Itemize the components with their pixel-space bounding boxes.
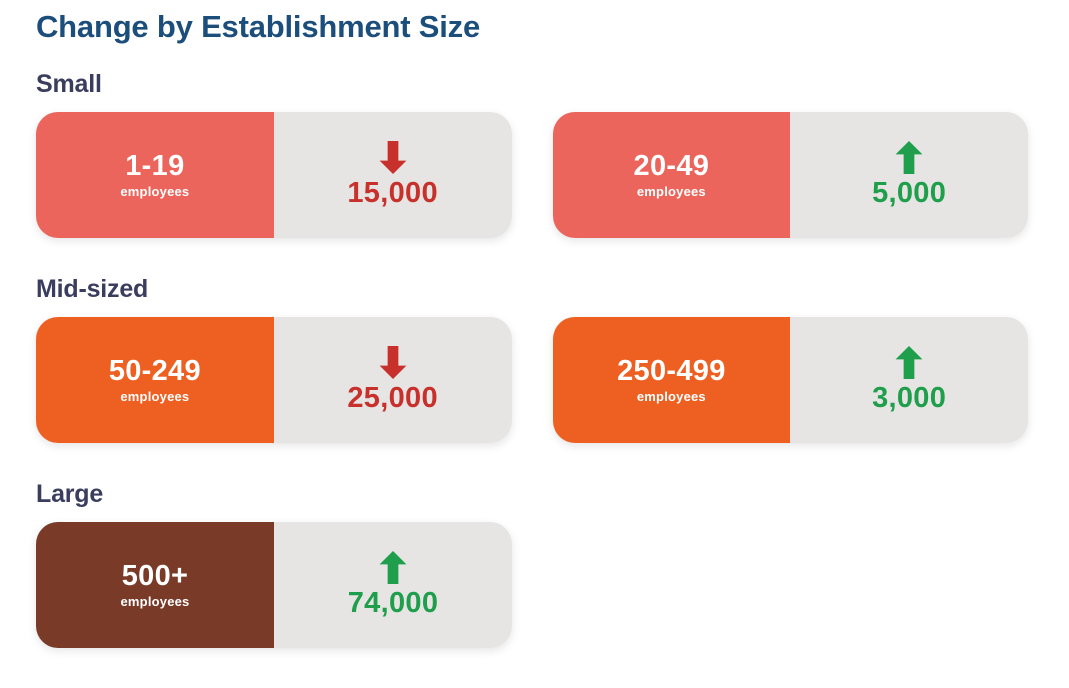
- decrease-arrow-icon: [379, 140, 407, 174]
- page-title: Change by Establishment Size: [36, 9, 481, 44]
- change-block: 3,000: [790, 317, 1028, 443]
- establishment-card: 250-499 employees 3,000: [552, 317, 1028, 443]
- size-group: Small 1-19 employees 15,000 20-49 employ…: [36, 70, 1028, 238]
- increase-arrow-icon: [379, 550, 407, 584]
- change-value: 5,000: [872, 176, 947, 209]
- size-range-label: 50-249: [108, 354, 201, 387]
- change-value: 74,000: [347, 586, 439, 619]
- card-row: 500+ employees 74,000: [36, 522, 1028, 648]
- change-value: 15,000: [347, 176, 438, 209]
- employees-label: employees: [120, 594, 190, 610]
- size-block: 20-49 employees: [552, 112, 791, 238]
- size-range-label: 20-49: [633, 149, 710, 182]
- change-block: 25,000: [273, 317, 512, 443]
- group-label: Mid-sized: [36, 275, 149, 303]
- size-group: Mid-sized 50-249 employees 25,000 250-49…: [36, 275, 1028, 443]
- group-label: Large: [36, 480, 104, 508]
- establishment-card: 50-249 employees 25,000: [36, 317, 512, 443]
- card-row: 1-19 employees 15,000 20-49 employees 5,…: [36, 112, 1028, 238]
- group-label: Small: [36, 70, 102, 98]
- change-block: 15,000: [273, 112, 512, 238]
- employees-label: employees: [120, 389, 190, 405]
- size-block: 50-249 employees: [36, 317, 274, 443]
- employees-label: employees: [120, 184, 190, 200]
- establishment-card: 500+ employees 74,000: [36, 522, 512, 648]
- arrow-shape: [895, 345, 923, 379]
- change-value: 3,000: [872, 381, 947, 414]
- increase-arrow-icon: [895, 345, 923, 379]
- change-block: 5,000: [790, 112, 1028, 238]
- size-block: 250-499 employees: [552, 317, 791, 443]
- arrow-shape: [379, 550, 407, 584]
- increase-arrow-icon: [895, 140, 923, 174]
- change-value: 25,000: [347, 381, 438, 414]
- arrow-shape: [895, 140, 923, 174]
- establishment-card: 20-49 employees 5,000: [552, 112, 1028, 238]
- size-range-label: 500+: [121, 559, 189, 592]
- size-range-label: 250-499: [617, 354, 726, 387]
- card-row: 50-249 employees 25,000 250-499 employee…: [36, 317, 1028, 443]
- employees-label: employees: [636, 184, 706, 200]
- size-block: 1-19 employees: [36, 112, 274, 238]
- size-groups-container: Small 1-19 employees 15,000 20-49 employ…: [36, 70, 1028, 648]
- decrease-arrow-icon: [379, 345, 407, 379]
- size-block: 500+ employees: [36, 522, 274, 648]
- arrow-shape: [379, 345, 407, 379]
- change-block: 74,000: [274, 522, 512, 648]
- arrow-shape: [379, 140, 407, 174]
- employees-label: employees: [636, 389, 706, 405]
- size-group: Large 500+ employees 74,000: [36, 480, 1028, 648]
- establishment-card: 1-19 employees 15,000: [36, 112, 512, 238]
- size-range-label: 1-19: [125, 149, 185, 182]
